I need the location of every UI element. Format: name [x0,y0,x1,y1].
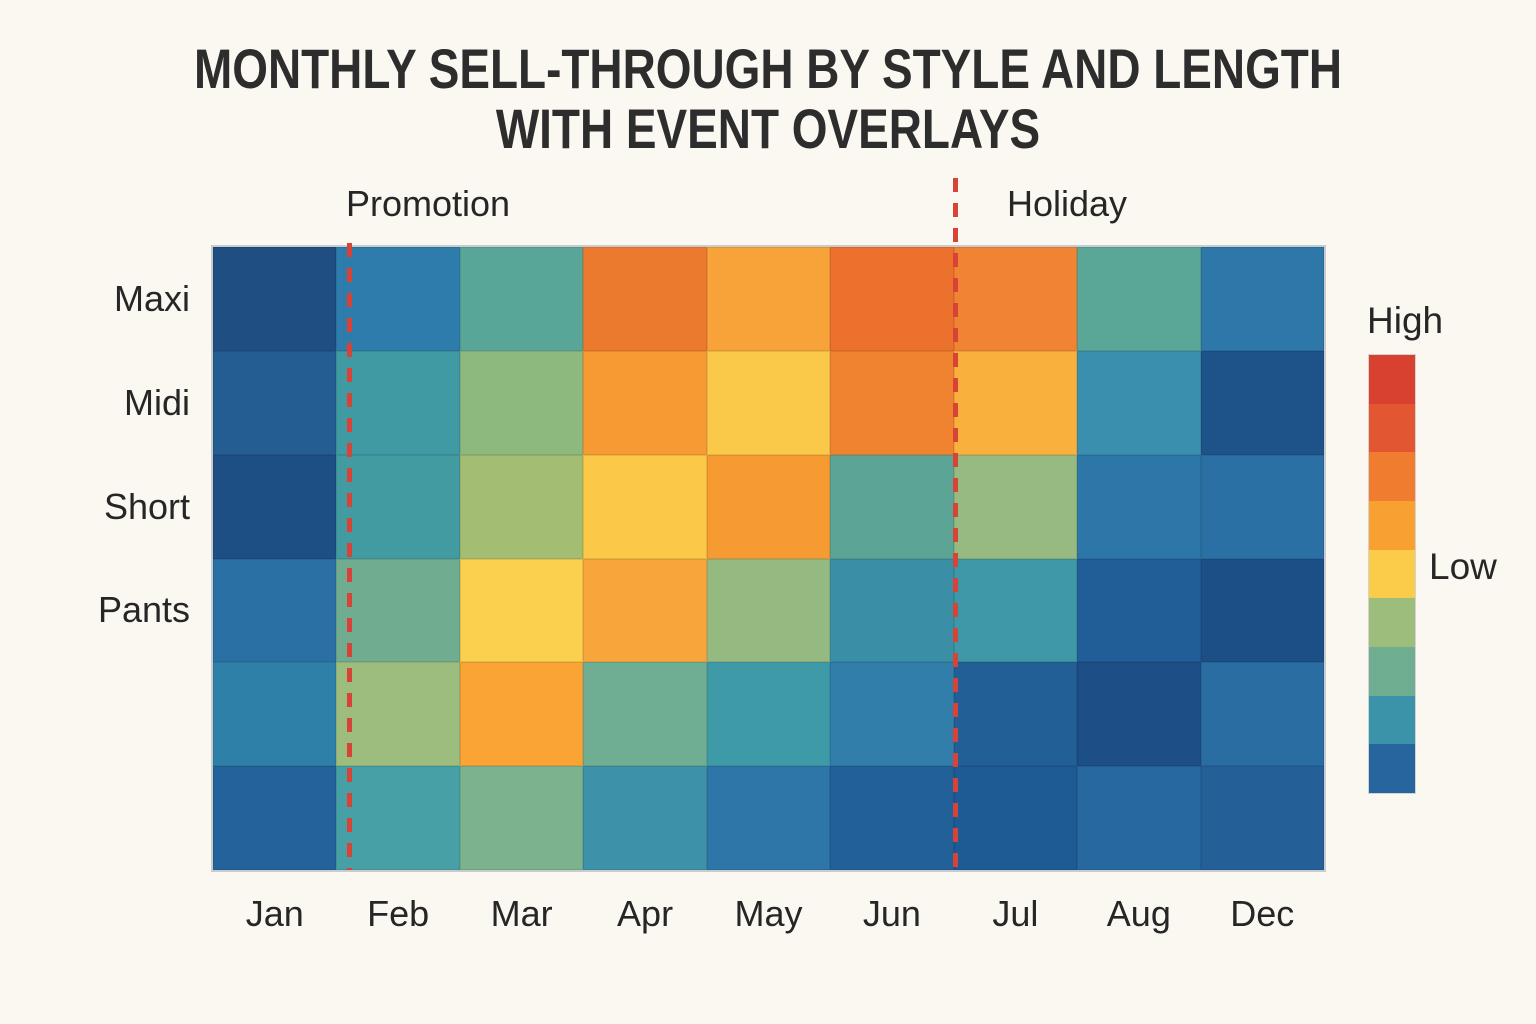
heatmap-cell-r1-c7 [953,247,1078,351]
heatmap-cell-r6-c1 [213,766,337,870]
heatmap-cell-r1-c3 [459,247,584,351]
heatmap-cell-r1-c4 [583,247,707,351]
colorbar-high-label: High [1367,300,1444,341]
y-axis-label-pants: Pants [97,589,190,631]
heatmap-cell-r5-c4 [583,662,707,767]
heatmap-cell-r5-c9 [1200,662,1324,767]
heatmap-cell-r3-c6 [830,454,954,559]
heatmap-cell-r5-c6 [830,662,954,767]
heatmap-cell-r5-c5 [706,662,831,767]
chart-title-line2: WITH EVENT OVERLAYS [495,97,1041,160]
heatmap-cell-r6-c2 [336,766,460,870]
heatmap-cell-r3-c3 [459,454,584,559]
heatmap-cell-r2-c7 [953,350,1078,455]
colorbar-segment-6 [1369,598,1415,648]
x-axis-label-feb: Feb [367,893,430,934]
heatmap-cell-r2-c1 [213,350,337,455]
heatmap-cell-r3-c8 [1077,454,1201,559]
y-axis-label-row6 [40,766,190,870]
heatmap-cell-r4-c7 [953,558,1078,663]
heatmap-cell-r1-c2 [336,247,460,351]
event-label-holiday: Holiday [1007,183,1128,224]
event-label-promotion: Promotion [346,183,511,224]
heatmap-cell-r3-c1 [213,454,337,559]
heatmap-cell-r1-c8 [1077,247,1201,351]
heatmap-cell-r2-c5 [706,350,831,455]
y-axis-labels: Maxi Midi Short Pants [40,247,190,870]
heatmap-cell-r6-c5 [706,766,831,870]
heatmap-cell-r3-c5 [706,454,831,559]
heatmap-cell-r6-c3 [459,766,584,870]
heatmap-grid [213,247,1324,870]
heatmap-cell-r1-c6 [830,247,954,351]
heatmap-cell-r6-c4 [583,766,707,870]
x-axis-label-jun: Jun [862,893,921,934]
heatmap-cell-r3-c4 [583,454,707,559]
colorbar-segment-9 [1369,744,1415,794]
heatmap-cell-r5-c8 [1077,662,1201,767]
y-axis-label-row5 [40,662,190,766]
colorbar [1369,355,1415,794]
heatmap-cell-r4-c3 [459,558,584,663]
heatmap-cell-r2-c6 [830,350,954,455]
heatmap-cell-r4-c2 [336,558,460,663]
x-axis-label-aug: Aug [1106,893,1171,934]
heatmap-cell-r2-c2 [336,350,460,455]
x-axis-label-apr: Apr [617,893,674,934]
colorbar-segment-4 [1369,501,1415,550]
colorbar-segment-1 [1369,355,1415,404]
heatmap-cell-r6-c8 [1077,766,1201,870]
colorbar-segment-5 [1369,549,1415,599]
colorbar-segment-2 [1369,403,1415,453]
heatmap-cell-r4-c9 [1200,558,1324,663]
heatmap-cell-r1-c9 [1200,247,1324,351]
event-line-holiday [953,178,958,870]
event-line-promotion [347,243,352,870]
heatmap-cell-r4-c1 [213,558,337,663]
x-axis-label-jul: Jul [992,893,1039,934]
y-axis-label-short: Short [103,485,190,527]
heatmap-cell-r2-c8 [1077,350,1201,455]
heatmap-cell-r2-c3 [459,350,584,455]
x-axis-label-mar: Mar [490,893,553,934]
heatmap-cell-r1-c1 [213,247,337,351]
heatmap-cell-r6-c6 [830,766,954,870]
heatmap-cell-r1-c5 [706,247,831,351]
heatmap-cell-r5-c7 [953,662,1078,767]
colorbar-segment-7 [1369,647,1415,696]
colorbar-segment-3 [1369,452,1415,502]
heatmap-cell-r5-c3 [459,662,584,767]
heatmap-cell-r3-c7 [953,454,1078,559]
x-axis-labels: Jan Feb Mar Apr May Jun Jul Aug Dec [213,893,1324,935]
colorbar-low-label: Low [1429,546,1497,587]
heatmap-cell-r3-c9 [1200,454,1324,559]
heatmap-cell-r4-c8 [1077,558,1201,663]
chart-title-line1: MONTHLY SELL-THROUGH BY STYLE AND LENGTH [193,37,1343,100]
y-axis-label-midi: Midi [123,381,190,423]
heatmap-cell-r5-c1 [213,662,337,767]
heatmap-cell-r2-c9 [1200,350,1324,455]
x-axis-label-jan: Jan [245,893,304,934]
heatmap-cell-r4-c6 [830,558,954,663]
heatmap-cell-r4-c4 [583,558,707,663]
x-axis-label-may: May [734,893,803,934]
heatmap-cell-r4-c5 [706,558,831,663]
heatmap-cell-r2-c4 [583,350,707,455]
y-axis-label-maxi: Maxi [113,277,190,319]
heatmap-cell-r6-c9 [1200,766,1324,870]
heatmap-cell-r5-c2 [336,662,460,767]
heatmap-cell-r6-c7 [953,766,1078,870]
heatmap-cell-r3-c2 [336,454,460,559]
colorbar-segment-8 [1369,695,1415,745]
x-axis-label-dec: Dec [1230,893,1295,934]
